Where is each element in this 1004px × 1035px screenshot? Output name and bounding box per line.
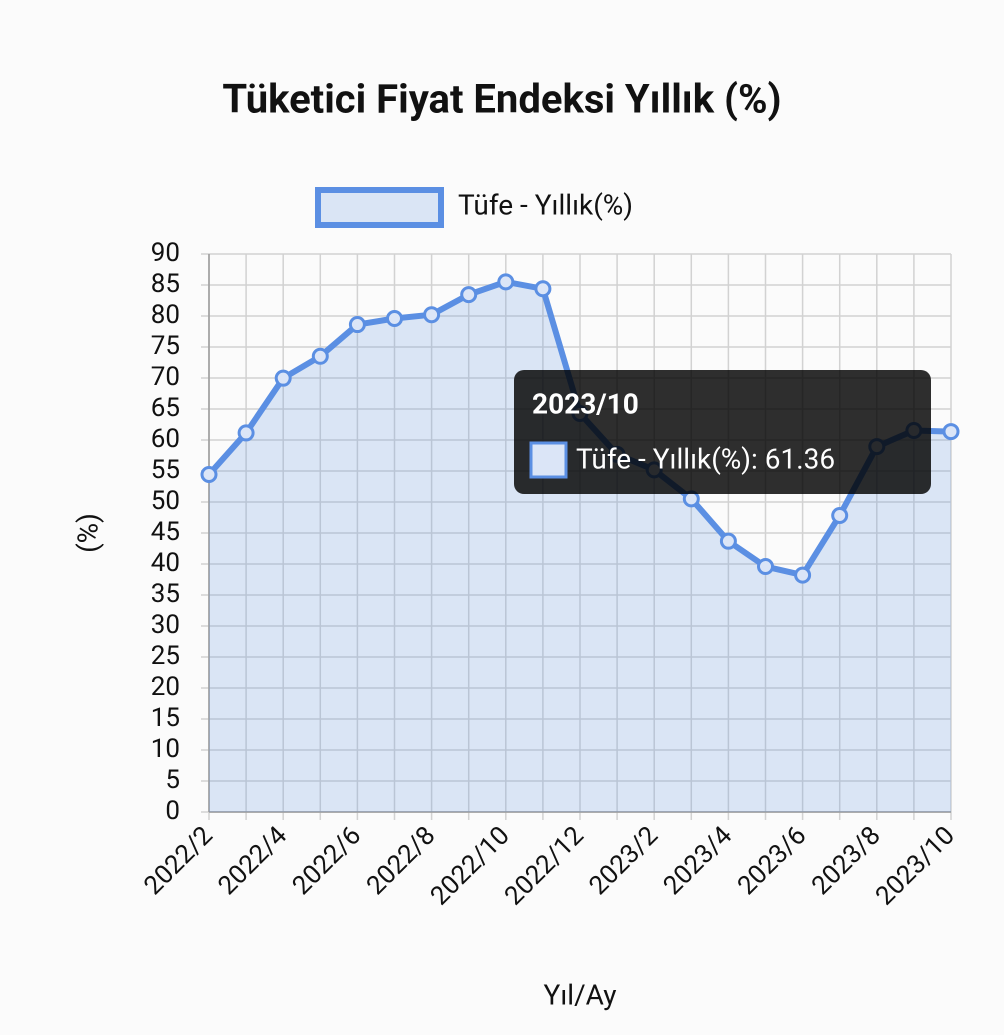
point [497,273,515,291]
y-tick-label: 15 [151,703,180,733]
legend-label: Tüfe - Yıllık(%) [458,188,633,221]
y-tick-label: 25 [151,641,180,671]
point [534,280,552,298]
tooltip-title: 2023/10 [532,387,639,420]
tooltip: 2023/10 Tüfe - Yıllık(%): 61.36 [514,370,931,494]
point [942,423,960,441]
y-tick-label: 75 [151,331,180,361]
y-tick-label: 20 [151,672,180,702]
point [423,306,441,324]
y-axis-title: (%) [71,513,104,553]
point [200,465,218,483]
y-tick-label: 40 [151,548,180,578]
point [311,347,329,365]
chart-title: Tüketici Fiyat Endeksi Yıllık (%) [222,76,781,123]
point [794,566,812,584]
x-axis-title: Yıl/Ay [544,978,617,1011]
y-tick-label: 10 [151,734,180,764]
point [386,309,403,327]
y-tick-label: 45 [151,517,180,547]
point [237,424,255,442]
y-tick-label: 80 [151,300,180,330]
y-tick-label: 50 [151,486,180,516]
point [460,286,478,304]
y-tick-label: 65 [151,393,180,423]
y-tick-label: 70 [151,362,180,392]
y-tick-label: 5 [165,765,180,795]
point [348,316,366,334]
y-tick-label: 55 [151,455,180,485]
y-tick-label: 90 [151,238,180,268]
y-tick-label: 35 [151,579,180,609]
legend-swatch [315,187,444,228]
point [757,558,774,576]
tooltip-label: Tüfe - Yıllık(%): 61.36 [576,442,835,475]
y-tick-label: 60 [151,424,180,454]
point [719,532,737,550]
tooltip-box [514,370,931,494]
area [209,281,951,812]
y-tick-label: 85 [151,269,180,299]
point [831,506,849,524]
y-tick-label: 30 [151,610,180,640]
tooltip-swatch [529,441,568,479]
point [274,369,292,387]
y-tick-label: 0 [165,796,180,826]
